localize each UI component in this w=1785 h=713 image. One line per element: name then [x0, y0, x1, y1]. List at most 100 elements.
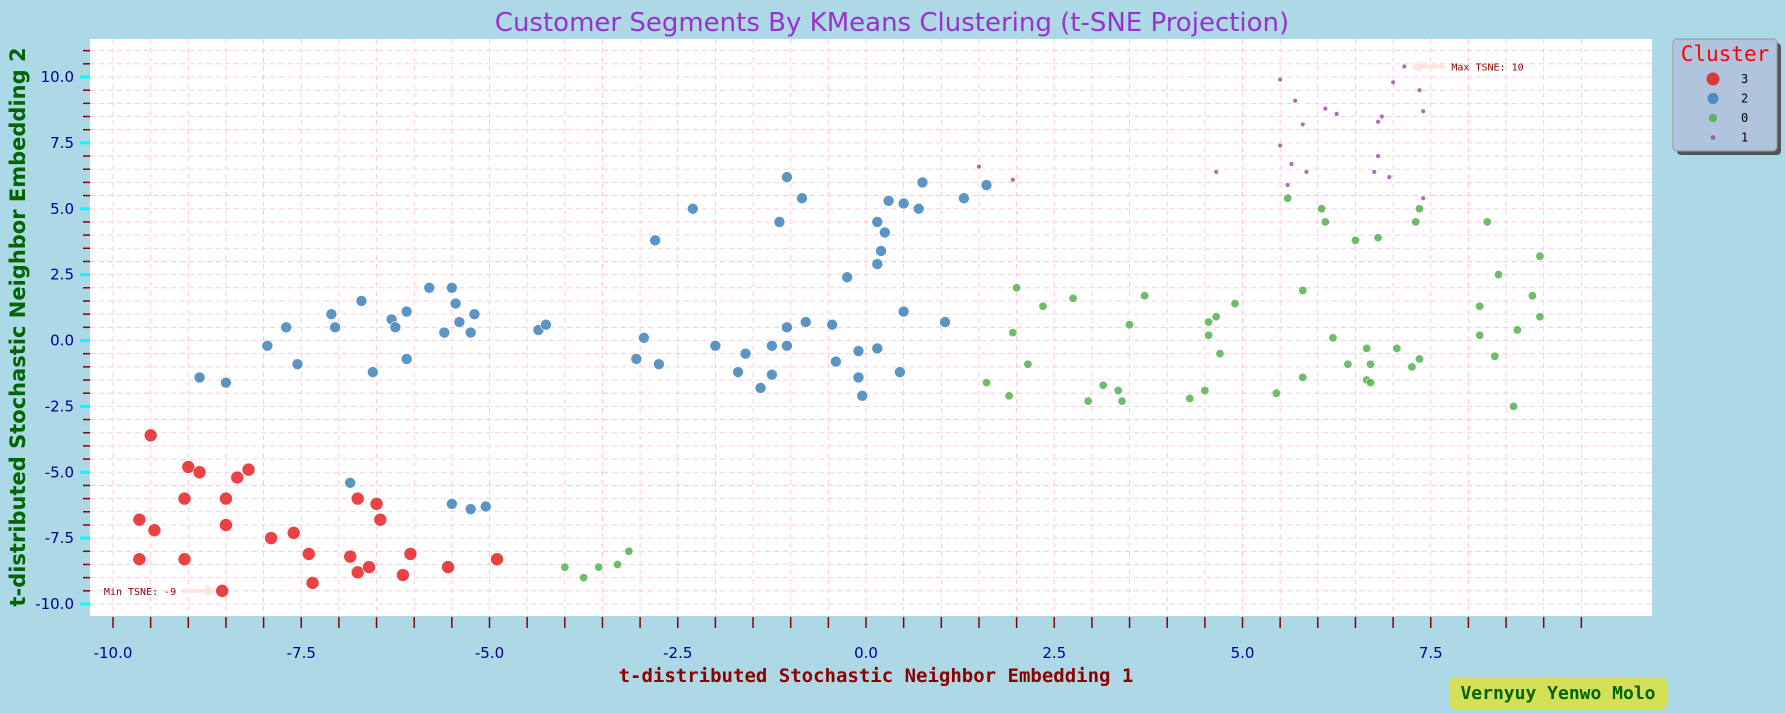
cluster-0-point — [1117, 396, 1127, 406]
cluster-1-point — [1288, 161, 1295, 167]
cluster-0-point — [1012, 283, 1022, 293]
legend-marker-2 — [1707, 93, 1719, 104]
x-tick-label: 2.5 — [1042, 644, 1066, 662]
cluster-2-point — [423, 281, 436, 294]
cluster-1-point — [1375, 153, 1381, 159]
y-tick-label: 10.0 — [41, 68, 74, 86]
cluster-1-point — [1284, 182, 1291, 188]
cluster-1-point — [1292, 98, 1298, 104]
grid-lines — [90, 39, 1652, 616]
cluster-0-point — [1490, 351, 1500, 361]
cluster-0-point — [1038, 301, 1048, 311]
cluster-2-point — [766, 368, 778, 381]
cluster-1-point — [1322, 105, 1329, 112]
cluster-0-point — [1113, 386, 1123, 396]
cluster-1-point — [1379, 113, 1385, 120]
cluster-2-point — [916, 176, 929, 189]
x-tick-label: 5.0 — [1231, 644, 1255, 662]
cluster-3-point — [396, 568, 410, 582]
x-tick-label: -10.0 — [94, 644, 133, 662]
cluster-1-point — [1303, 169, 1310, 175]
cluster-3-point — [264, 531, 278, 545]
cluster-0-point — [1414, 204, 1424, 214]
cluster-2-point — [325, 308, 338, 320]
cluster-2-point — [830, 355, 842, 368]
cluster-3-point — [241, 462, 256, 477]
cluster-0-point — [1140, 291, 1150, 301]
cluster-0-point — [1366, 378, 1376, 388]
cluster-1-point — [1277, 76, 1283, 83]
x-tick-label: 0.0 — [854, 644, 878, 662]
cluster-2-point — [653, 358, 665, 371]
y-tick-label: 5.0 — [50, 200, 74, 218]
y-tick-label: -7.5 — [45, 529, 74, 547]
cluster-0-point — [1373, 233, 1383, 243]
cluster-2-point — [773, 216, 786, 228]
cluster-0-point — [1298, 372, 1308, 382]
cluster-2-point — [220, 376, 232, 389]
cluster-2-point — [280, 321, 292, 334]
cluster-2-point — [739, 347, 752, 360]
x-tick-label: -2.5 — [663, 644, 692, 662]
cluster-3-point — [403, 547, 418, 561]
y-tick-label: 0.0 — [50, 332, 74, 350]
cluster-2-point — [871, 258, 884, 270]
cluster-3-point — [369, 497, 384, 511]
cluster-2-point — [841, 271, 853, 284]
cluster-1-point — [1416, 87, 1423, 93]
cluster-2-point — [449, 297, 462, 310]
cluster-2-point — [897, 197, 910, 210]
cluster-2-point — [400, 353, 413, 365]
cluster-0-point — [1083, 396, 1093, 406]
cluster-2-point — [329, 321, 341, 334]
cluster-3-point — [181, 460, 196, 474]
cluster-2-point — [875, 245, 887, 257]
cluster-2-point — [766, 339, 778, 352]
cluster-0-point — [1283, 193, 1293, 203]
cluster-2-point — [781, 171, 793, 183]
cluster-3-point — [286, 526, 301, 540]
cluster-1-point — [976, 163, 982, 170]
cluster-0-point — [981, 378, 991, 388]
cluster-0-point — [1068, 293, 1078, 303]
plot-area — [90, 39, 1652, 616]
cluster-0-point — [1392, 343, 1402, 353]
cluster-1-point — [1401, 63, 1408, 70]
cluster-0-point — [1482, 217, 1492, 227]
cluster-3-point — [490, 552, 504, 567]
cluster-3-point — [177, 491, 192, 506]
cluster-0-point — [1008, 328, 1018, 338]
axis-ticks: -10.0 -7.5 -5.0 -2.5 0.0 2.5 5.0 7.5 10.0 -10.0 -7… — [35, 49, 1583, 662]
cluster-2-point — [389, 321, 402, 334]
cluster-0-point — [1407, 362, 1417, 372]
cluster-2-point — [732, 366, 744, 378]
cluster-3-point — [350, 565, 365, 580]
cluster-3-point — [219, 518, 233, 532]
cluster-2-point — [438, 326, 451, 339]
cluster-1-point — [1213, 169, 1219, 175]
cluster-3-point — [350, 491, 365, 506]
cluster-2-point — [446, 498, 458, 510]
cluster-2-point — [453, 316, 466, 328]
cluster-0-point — [1098, 380, 1108, 390]
cluster-0-point — [613, 559, 623, 569]
cluster-3-point — [132, 512, 147, 527]
cluster-3-point — [305, 576, 320, 590]
cluster-2-point — [856, 390, 869, 402]
cluster-2-point — [468, 308, 481, 320]
legend: Cluster 3 2 0 1 — [1672, 38, 1781, 155]
cluster-2-point — [897, 305, 910, 318]
cluster-2-point — [630, 353, 643, 365]
cluster-1-point — [1375, 119, 1381, 125]
cluster-3-point — [301, 547, 316, 561]
legend-marker-1 — [1710, 135, 1716, 140]
cluster-2-point — [912, 202, 925, 215]
cluster-0-point — [594, 562, 604, 572]
cluster-2-point — [193, 371, 206, 384]
y-tick-label: 7.5 — [50, 134, 74, 152]
y-axis-label: t-distributed Stochastic Neighbor Embedd… — [6, 47, 30, 606]
cluster-2-point — [894, 366, 906, 378]
cluster-3-point — [362, 560, 376, 574]
cluster-0-point — [1328, 333, 1338, 343]
